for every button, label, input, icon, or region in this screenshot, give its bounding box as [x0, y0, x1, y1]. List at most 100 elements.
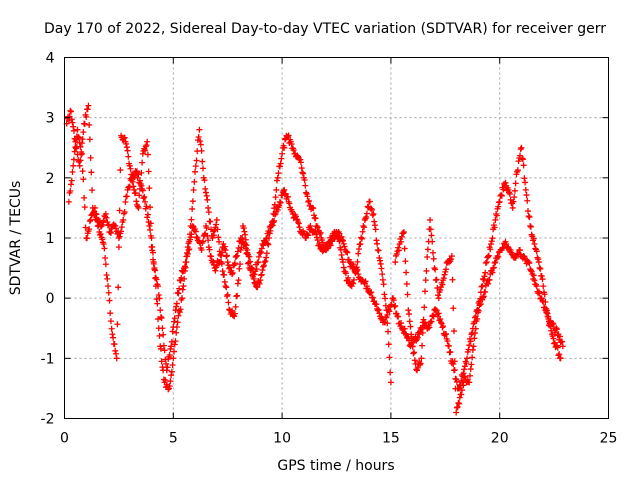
data-point-fill [527, 223, 534, 230]
data-point-fill [229, 307, 236, 314]
data-point-fill [362, 278, 369, 285]
data-point-fill [240, 225, 247, 232]
data-point-fill [160, 367, 167, 374]
data-point-fill [303, 189, 310, 196]
data-point-fill [525, 258, 532, 265]
data-point-fill [492, 259, 499, 266]
data-point-fill [410, 350, 417, 357]
data-point-fill [94, 223, 101, 230]
data-point-fill [145, 168, 152, 175]
data-point [229, 271, 236, 278]
data-point-fill [432, 266, 439, 273]
data-point-fill [76, 134, 83, 141]
data-point-fill [208, 253, 215, 260]
data-point-fill [147, 204, 154, 211]
data-point-fill [298, 165, 305, 172]
data-point-fill [106, 297, 113, 304]
data-point-fill [163, 360, 170, 367]
data-point-fill [350, 261, 357, 268]
data-point [392, 259, 399, 266]
data-point-fill [448, 256, 455, 263]
data-point-fill [334, 230, 341, 237]
data-point-fill [524, 197, 531, 204]
data-point-fill [419, 329, 426, 336]
data-point-fill [155, 291, 162, 298]
data-point [183, 259, 190, 266]
data-point-fill [168, 372, 175, 379]
data-point-fill [171, 348, 178, 355]
data-point-fill [189, 205, 196, 212]
data-point-fill [147, 220, 154, 227]
data-point-fill [500, 186, 507, 193]
data-point-fill [382, 302, 389, 309]
data-point-fill [83, 113, 90, 120]
data-point [383, 307, 390, 314]
data-point-fill [75, 133, 82, 140]
data-point-fill [481, 273, 488, 280]
data-point [387, 379, 394, 386]
data-point-fill [480, 276, 487, 283]
data-point-fill [485, 253, 492, 260]
data-point [276, 198, 283, 205]
data-point-fill [221, 271, 228, 278]
data-point-fill [393, 251, 400, 258]
data-point-fill [77, 157, 84, 164]
data-point-fill [450, 305, 457, 312]
data-point-fill [277, 199, 284, 206]
data-point-fill [218, 260, 225, 267]
data-point-fill [172, 338, 179, 345]
data-point-fill [143, 142, 150, 149]
data-point-fill [491, 224, 498, 231]
data-point [461, 373, 468, 380]
data-point-fill [115, 284, 122, 291]
data-point-fill [375, 306, 382, 313]
data-point [433, 307, 440, 314]
data-point-fill [545, 316, 552, 323]
axis-ticks: 0 5 10 15 20 25 -2 -1 0 1 2 3 4 [41, 51, 618, 447]
data-point-fill [111, 341, 118, 348]
data-point-fill [381, 291, 388, 298]
data-point-fill [264, 240, 271, 247]
data-point-fill [203, 224, 210, 231]
data-point-fill [116, 207, 123, 214]
data-point [244, 247, 251, 254]
data-point-fill [375, 247, 382, 254]
data-point-fill [373, 301, 380, 308]
data-point-fill [158, 358, 165, 365]
data-point-fill [519, 156, 526, 163]
data-point-fill [213, 262, 220, 269]
data-point-fill [202, 185, 209, 192]
data-point-fill [404, 291, 411, 298]
data-point-fill [416, 361, 423, 368]
data-point-fill [342, 270, 349, 277]
data-point-fill [411, 357, 418, 364]
data-point [192, 168, 199, 175]
data-point-fill [349, 279, 356, 286]
data-point [400, 228, 407, 235]
data-point [409, 343, 416, 350]
data-point-fill [140, 195, 147, 202]
y-tick-label: 0 [46, 291, 55, 307]
data-point-fill [327, 242, 334, 249]
data-point-fill [435, 310, 442, 317]
data-point-fill [157, 345, 164, 352]
data-point-fill [455, 399, 462, 406]
data-point-fill [539, 297, 546, 304]
data-point-fill [277, 160, 284, 167]
data-point-fill [377, 260, 384, 267]
data-point-fill [535, 256, 542, 263]
data-point-fill [439, 281, 446, 288]
data-point-fill [124, 147, 131, 154]
data-point-fill [132, 189, 139, 196]
data-point-fill [80, 176, 87, 183]
data-point-fill [429, 312, 436, 319]
data-point-fill [112, 350, 119, 357]
data-point-fill [351, 268, 358, 275]
data-point-fill [514, 250, 521, 257]
data-point-fill [429, 249, 436, 256]
data-point-fill [77, 143, 84, 150]
data-point-fill [263, 254, 270, 261]
data-point-fill [445, 343, 452, 350]
data-point-fill [259, 267, 266, 274]
data-point [113, 355, 120, 362]
